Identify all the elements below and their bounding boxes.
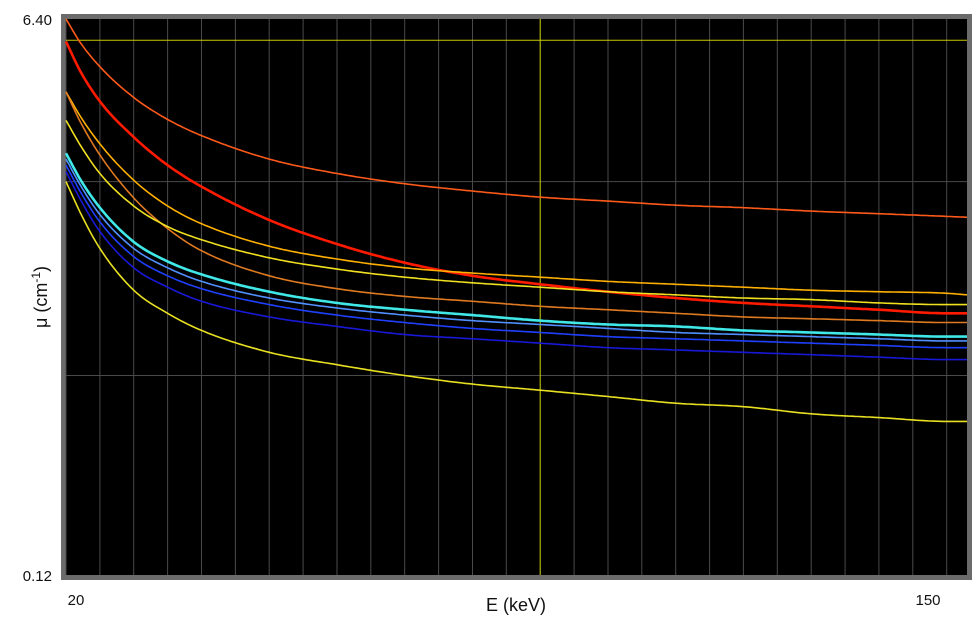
x-axis-label: E (keV) bbox=[486, 595, 546, 615]
series-line-10 bbox=[65, 181, 967, 423]
x-tick-label-min: 20 bbox=[68, 592, 85, 609]
y-axis-label-main: μ (cm bbox=[31, 283, 51, 328]
y-axis-label-superscript: -1 bbox=[29, 272, 43, 283]
x-tick-label-max: 150 bbox=[915, 592, 940, 609]
y-axis-label-close: ) bbox=[31, 266, 51, 272]
series-line-5 bbox=[65, 120, 967, 306]
series-group bbox=[64, 18, 968, 423]
series-line-2 bbox=[64, 40, 967, 315]
crosshair-cursor bbox=[66, 19, 967, 575]
series-line-3 bbox=[65, 91, 968, 296]
y-tick-label-min: 0.12 bbox=[23, 568, 52, 585]
series-line-8 bbox=[65, 164, 967, 349]
series-line-7 bbox=[65, 158, 967, 342]
y-tick-label-max: 6.40 bbox=[23, 12, 52, 29]
series-line-6 bbox=[64, 152, 967, 338]
series-line-1 bbox=[65, 18, 968, 219]
y-axis-label: μ (cm-1) bbox=[29, 266, 51, 328]
plot-background bbox=[66, 19, 967, 575]
series-line-9 bbox=[65, 171, 967, 361]
series-line-4 bbox=[65, 91, 967, 324]
